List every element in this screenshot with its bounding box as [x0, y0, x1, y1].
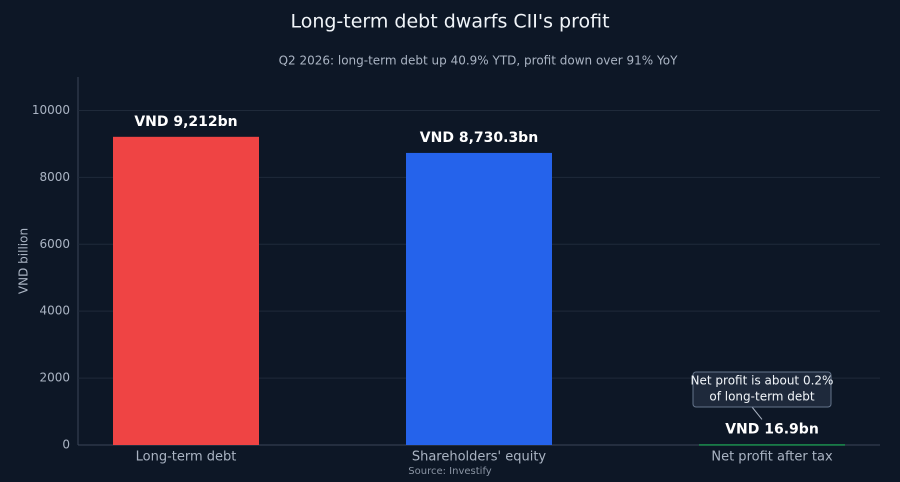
annotation: Net profit is about 0.2%: [691, 374, 834, 388]
chart-title: Long-term debt dwarfs CII's profit: [290, 11, 609, 33]
x-tick-label: Shareholders' equity: [412, 450, 547, 465]
bar: [406, 152, 552, 446]
y-axis-label: VND billion: [17, 228, 31, 294]
annotation-arrow: [751, 406, 763, 420]
x-tick-label: Long-term debt: [136, 450, 237, 465]
value-label: VND 16.9bn: [725, 421, 819, 437]
y-tick-label: 2000: [39, 371, 70, 385]
y-tick-label: 8000: [39, 170, 70, 184]
y-tick-label: 10000: [32, 103, 70, 117]
value-label: VND 9,212bn: [134, 114, 237, 130]
bar: [699, 444, 845, 446]
y-tick-label: 4000: [39, 304, 70, 318]
x-tick-label: Net profit after tax: [711, 450, 833, 465]
y-tick-label: 0: [62, 438, 70, 452]
y-tick-label: 6000: [39, 237, 70, 251]
source: Source: Investify: [408, 466, 492, 477]
value-label: VND 8,730.3bn: [420, 130, 538, 146]
chart-subtitle: Q2 2026: long-term debt up 40.9% YTD, pr…: [279, 54, 679, 68]
annotation-box: [692, 371, 832, 408]
annotation: of long-term debt: [709, 390, 815, 404]
bar: [113, 136, 259, 446]
